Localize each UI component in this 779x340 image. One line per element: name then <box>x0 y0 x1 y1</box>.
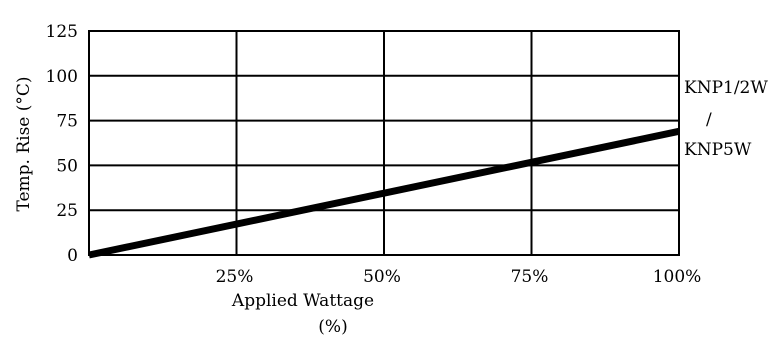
plot-frame <box>88 30 680 256</box>
y-tick-label: 0 <box>67 246 78 266</box>
y-tick-label: 25 <box>56 201 78 221</box>
series-label: KNP1/2W / KNP5W <box>684 78 768 160</box>
grid <box>89 31 679 255</box>
series-label-line: / <box>706 110 712 130</box>
x-axis-label: Applied Wattage <box>231 291 374 311</box>
x-axis-unit: (%) <box>318 317 347 337</box>
x-tick-label: 25% <box>216 267 254 287</box>
y-tick-label: 100 <box>46 67 78 87</box>
x-tick-label: 100% <box>653 267 702 287</box>
y-tick-labels: 0 25 50 75 100 125 <box>46 22 78 266</box>
y-tick-label: 75 <box>56 112 78 132</box>
y-tick-label: 50 <box>56 156 78 176</box>
x-tick-label: 75% <box>511 267 549 287</box>
y-axis-label: Temp. Rise (°C) <box>14 76 34 211</box>
y-tick-label: 125 <box>46 22 78 42</box>
series-label-line: KNP1/2W <box>684 78 768 98</box>
series-line <box>88 127 680 259</box>
x-tick-labels: 25% 50% 75% 100% <box>216 267 702 287</box>
series-layer <box>88 127 680 259</box>
series-label-line: KNP5W <box>684 140 752 160</box>
x-tick-label: 50% <box>363 267 401 287</box>
